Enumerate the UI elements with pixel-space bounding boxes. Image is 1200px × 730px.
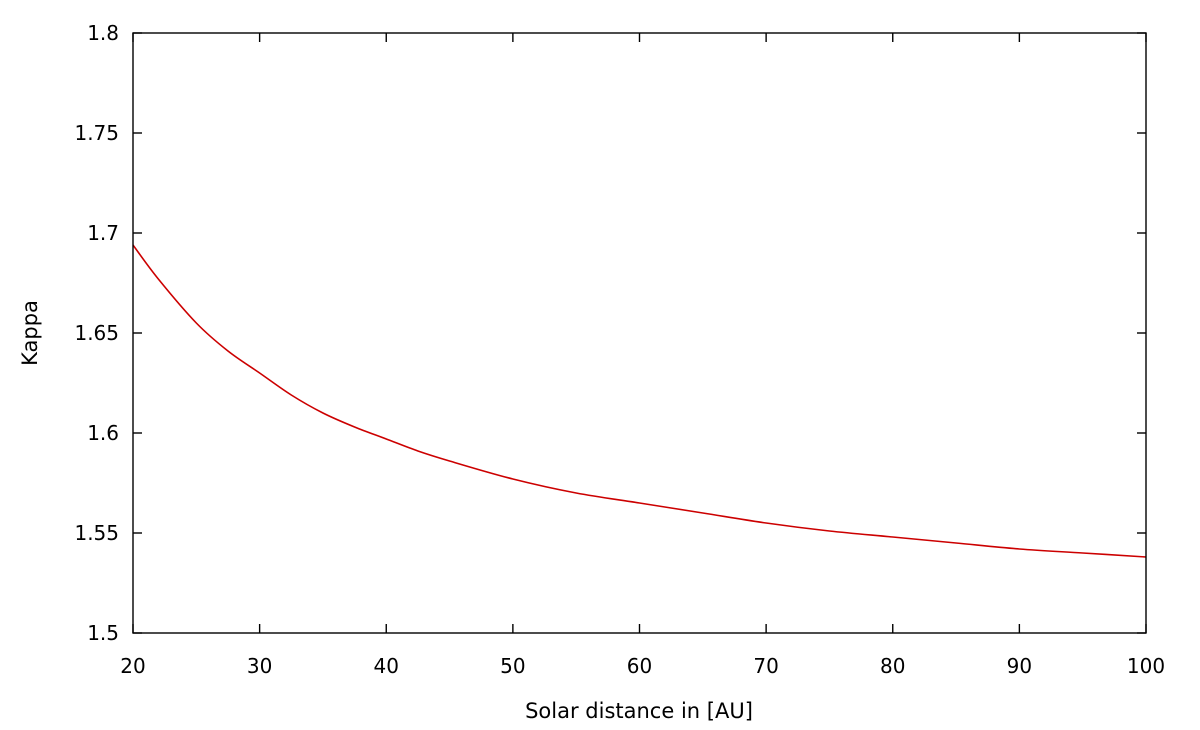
y-tick-label: 1.65 — [74, 321, 119, 345]
x-tick-label: 20 — [120, 654, 145, 678]
x-tick-label: 80 — [880, 654, 905, 678]
y-tick-label: 1.6 — [87, 421, 119, 445]
x-tick-label: 40 — [374, 654, 399, 678]
x-tick-label: 70 — [753, 654, 778, 678]
y-tick-labels: 1.5 1.55 1.6 1.65 1.7 1.75 1.8 — [74, 21, 119, 645]
plot-frame — [132, 32, 1147, 634]
x-axis-title: Solar distance in [AU] — [525, 699, 753, 723]
x-tick-label: 30 — [247, 654, 272, 678]
y-axis-title: Kappa — [18, 300, 42, 366]
y-tick-marks — [133, 32, 1146, 634]
y-tick-label: 1.8 — [87, 21, 119, 45]
y-tick-label: 1.55 — [74, 521, 119, 545]
y-tick-label: 1.75 — [74, 121, 119, 145]
x-tick-label: 50 — [500, 654, 525, 678]
x-tick-label: 60 — [627, 654, 652, 678]
x-tick-label: 90 — [1007, 654, 1032, 678]
series-group — [132, 244, 1147, 558]
x-tick-label: 100 — [1127, 654, 1165, 678]
kappa-series-line — [132, 244, 1147, 558]
y-tick-label: 1.7 — [87, 221, 119, 245]
x-tick-marks — [132, 33, 1147, 633]
y-tick-label: 1.5 — [87, 621, 119, 645]
x-tick-labels: 20 30 40 50 60 70 80 90 100 — [120, 654, 1165, 678]
